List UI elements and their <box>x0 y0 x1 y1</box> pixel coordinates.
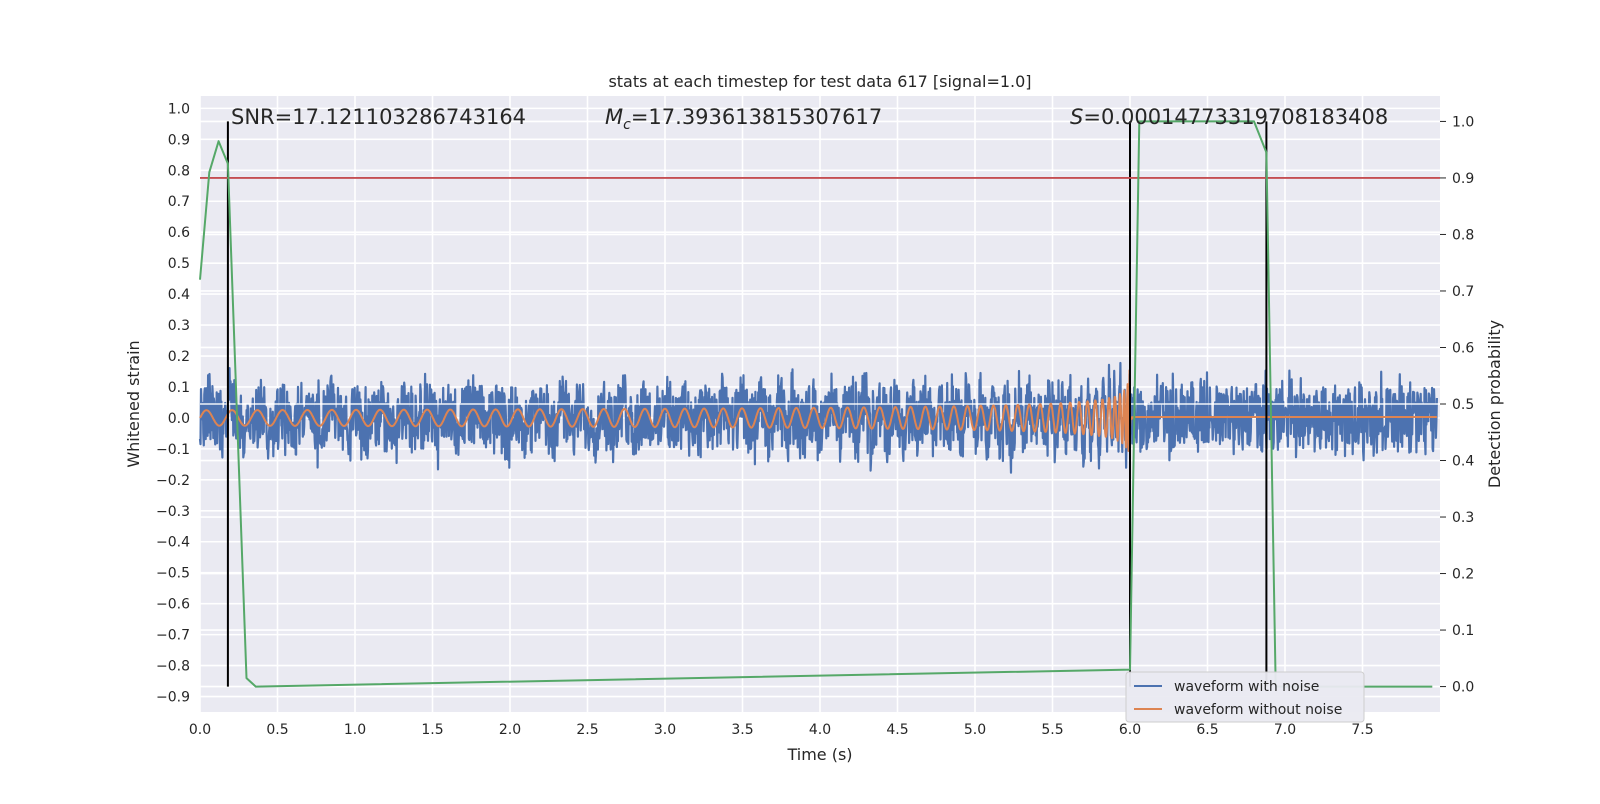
x-tick-label: 7.0 <box>1274 722 1296 738</box>
x-tick-label: 5.5 <box>1041 722 1063 738</box>
series-waveform-with-noise <box>198 361 1440 474</box>
detection-probability-line <box>199 120 1433 688</box>
y-tick-label: 0.4 <box>168 287 190 303</box>
y-axis-ticks: 1.0 0.9 0.8 0.7 0.6 0.5 0.4 0.3 0.2 0.1 0.0 −0.1 −0.… <box>156 101 190 705</box>
y-tick-label: 0.0 <box>168 411 190 427</box>
x-tick-label: 6.5 <box>1196 722 1218 738</box>
y-tick-label: 0.5 <box>168 256 190 272</box>
y2-tick-label: 0.2 <box>1452 567 1474 583</box>
y-tick-label: 0.6 <box>168 225 190 241</box>
x-tick-label: 4.0 <box>809 722 831 738</box>
x-tick-label: 2.5 <box>576 722 598 738</box>
y-tick-label: 0.7 <box>168 194 190 210</box>
x-tick-label: 3.0 <box>654 722 676 738</box>
annotation-chirp-mass-value: =17.393613815307617 <box>631 105 882 129</box>
x-tick-label: 0.5 <box>266 722 288 738</box>
x-tick-label: 1.0 <box>344 722 366 738</box>
y-tick-label: 0.9 <box>168 132 190 148</box>
y-tick-label: 0.3 <box>168 318 190 334</box>
y2-tick-label: 0.0 <box>1452 680 1474 696</box>
x-tick-label: 1.5 <box>421 722 443 738</box>
chart-title: stats at each timestep for test data 617… <box>608 72 1031 91</box>
x-tick-label: 5.0 <box>964 722 986 738</box>
annotation-snr: SNR=17.121103286743164 <box>231 105 526 129</box>
x-tick-label: 7.5 <box>1351 722 1373 738</box>
y-tick-label: −0.7 <box>156 628 190 644</box>
y-tick-label: 0.1 <box>168 380 190 396</box>
vertical-markers <box>226 121 1268 687</box>
legend-label-waveform-with-noise: waveform with noise <box>1174 679 1319 695</box>
series-waveform-without-noise <box>199 369 1438 452</box>
y-tick-label: −0.4 <box>156 535 190 551</box>
waveform-with-noise-line <box>198 361 1438 474</box>
x-tick-label: 6.0 <box>1119 722 1141 738</box>
y2-tick-label: 0.6 <box>1452 340 1474 356</box>
y2-tick-label: 0.3 <box>1452 510 1474 526</box>
annotation-s: S=0.00014773319708183408 <box>1070 105 1388 129</box>
y-tick-label: 0.8 <box>168 163 190 179</box>
legend-label-waveform-without-noise: waveform without noise <box>1174 702 1342 718</box>
y-tick-label: −0.2 <box>156 473 190 489</box>
y2-axis-ticks: 1.0 0.9 0.8 0.7 0.6 0.5 0.4 0.3 0.2 0.1 0.0 <box>1440 114 1474 696</box>
y-tick-label: −0.3 <box>156 504 190 520</box>
x-tick-label: 2.0 <box>499 722 521 738</box>
y2-tick-label: 1.0 <box>1452 114 1474 130</box>
legend-box <box>1125 671 1365 723</box>
y-axis-label: Whitened strain <box>124 340 143 467</box>
annotation-s-symbol: S <box>1070 105 1083 129</box>
y2-tick-label: 0.5 <box>1452 397 1474 413</box>
y-tick-label: −0.8 <box>156 659 190 675</box>
y-tick-label: −0.9 <box>156 690 190 706</box>
annotation-chirp-mass-subscript: c <box>623 117 631 133</box>
y2-tick-label: 0.9 <box>1452 171 1474 187</box>
y-tick-label: 0.2 <box>168 349 190 365</box>
y2-axis-label: Detection probability <box>1485 320 1504 488</box>
annotation-chirp-mass-symbol: M <box>605 105 623 129</box>
y-tick-label: −0.6 <box>156 597 190 613</box>
x-tick-label: 3.5 <box>731 722 753 738</box>
y2-tick-label: 0.8 <box>1452 227 1474 243</box>
y2-tick-label: 0.7 <box>1452 284 1474 300</box>
x-tick-label: 4.5 <box>886 722 908 738</box>
x-axis-label: Time (s) <box>786 745 852 764</box>
y-tick-label: 1.0 <box>168 101 190 117</box>
annotation-chirp-mass: Mc=17.393613815307617 <box>605 105 882 133</box>
y-tick-label: −0.1 <box>156 442 190 458</box>
y2-tick-label: 0.4 <box>1452 454 1474 470</box>
annotation-s-value: =0.00014773319708183408 <box>1083 105 1388 129</box>
legend: waveform with noise waveform without noi… <box>1125 671 1365 723</box>
y-tick-label: −0.5 <box>156 566 190 582</box>
series-detection-probability <box>199 120 1433 688</box>
x-axis-ticks: 0.0 0.5 1.0 1.5 2.0 2.5 3.0 3.5 4.0 4.5 5.0 5.5 6.0 6… <box>189 722 1374 738</box>
y2-tick-label: 0.1 <box>1452 623 1474 639</box>
x-tick-label: 0.0 <box>189 722 211 738</box>
waveform-without-noise-line <box>199 369 1438 452</box>
